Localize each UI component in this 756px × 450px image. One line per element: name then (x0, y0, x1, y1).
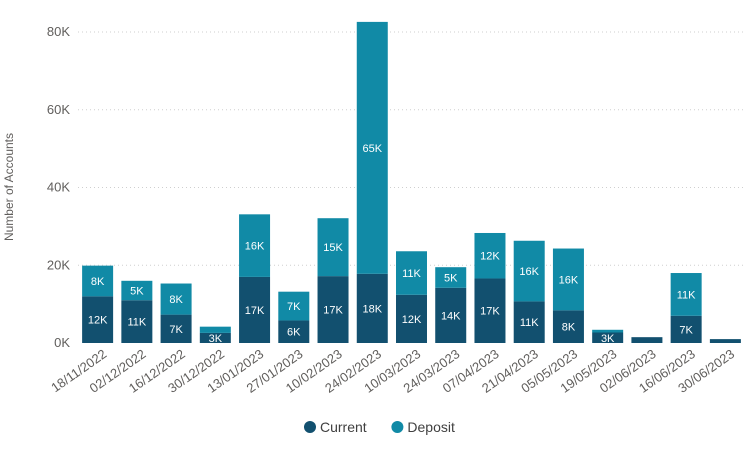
data-label: 16K (519, 266, 539, 278)
data-label: 17K (245, 305, 265, 317)
bar-current[interactable] (199, 332, 231, 343)
bar-deposit[interactable] (474, 232, 506, 279)
bar-current[interactable] (356, 273, 388, 343)
data-label: 16K (559, 274, 579, 286)
legend-marker (391, 421, 404, 433)
data-label: 8K (91, 276, 105, 288)
bar-deposit[interactable] (160, 283, 192, 315)
bar-deposit[interactable] (317, 218, 349, 277)
x-axis-ticks: 18/11/202202/12/202216/12/202230/12/2022… (48, 346, 737, 396)
bar-current[interactable] (592, 332, 624, 343)
data-label: 3K (209, 333, 223, 345)
bar-current[interactable] (552, 310, 584, 343)
data-label: 5K (130, 286, 144, 298)
data-label: 11K (520, 317, 539, 329)
bar-current[interactable] (513, 301, 545, 343)
legend-item-current[interactable]: Current (304, 419, 367, 435)
y-axis-title: Number of Accounts (2, 133, 16, 241)
bar-current[interactable] (396, 294, 427, 343)
bar-deposit[interactable] (82, 265, 114, 297)
data-label: 6K (287, 327, 301, 339)
bar-current[interactable] (278, 320, 310, 343)
legend-item-deposit[interactable]: Deposit (391, 419, 455, 435)
bar-current[interactable] (709, 339, 741, 343)
legend[interactable]: Current Deposit (304, 419, 455, 435)
bar-current[interactable] (631, 337, 663, 343)
data-label: 11K (677, 289, 696, 301)
bar-deposit[interactable] (199, 326, 231, 333)
data-label: 7K (169, 324, 183, 336)
y-tick-label: 60K (47, 102, 70, 117)
data-label: 11K (402, 268, 421, 280)
data-label: 17K (480, 306, 500, 318)
data-label: 12K (402, 314, 422, 326)
bar-deposit[interactable] (552, 248, 584, 311)
y-tick-label: 40K (47, 180, 70, 195)
data-label: 11K (127, 317, 146, 329)
bar-current[interactable] (239, 276, 271, 343)
legend-label: Deposit (407, 419, 455, 435)
bar-current[interactable] (121, 300, 153, 343)
bar-deposit[interactable] (435, 267, 467, 288)
data-label: 15K (323, 242, 343, 254)
data-label: 18K (362, 303, 382, 315)
data-label: 8K (169, 294, 183, 306)
bar-deposit[interactable] (278, 291, 310, 321)
gridlines (78, 31, 745, 266)
data-label: 7K (679, 324, 693, 336)
bar-current[interactable] (160, 314, 192, 343)
data-label: 12K (480, 251, 500, 263)
bar-deposit[interactable] (239, 214, 271, 277)
data-label: 12K (88, 315, 108, 327)
bars: 12K 8K 11K 5K 7K 8K 3K 17K 16K 6K 7K 17K 15K 18K 65K 12… (82, 21, 741, 345)
y-tick-label: 20K (47, 257, 70, 272)
data-label: 5K (444, 272, 458, 284)
bar-deposit[interactable] (356, 21, 388, 274)
bar-current[interactable] (82, 296, 114, 343)
bar-current[interactable] (317, 276, 349, 343)
bar-current[interactable] (435, 287, 467, 343)
y-axis-ticks: 0K 20K 40K 60K 80K (47, 24, 70, 350)
data-label: 3K (601, 333, 615, 345)
bar-deposit[interactable] (513, 240, 545, 302)
data-label: 65K (362, 143, 382, 155)
bar-deposit[interactable] (670, 273, 702, 316)
data-label: 17K (323, 305, 343, 317)
y-tick-label: 80K (47, 24, 70, 39)
data-label: 7K (287, 301, 301, 313)
data-label: 14K (441, 310, 461, 322)
bar-deposit[interactable] (592, 329, 624, 333)
bar-deposit[interactable] (396, 251, 427, 295)
y-tick-label: 0K (54, 335, 70, 350)
legend-marker (304, 421, 316, 433)
data-label: 8K (562, 322, 576, 334)
data-label: 16K (245, 241, 265, 253)
bar-current[interactable] (474, 278, 506, 343)
legend-label: Current (320, 419, 367, 435)
bar-current[interactable] (670, 315, 702, 343)
bar-deposit[interactable] (121, 280, 153, 301)
